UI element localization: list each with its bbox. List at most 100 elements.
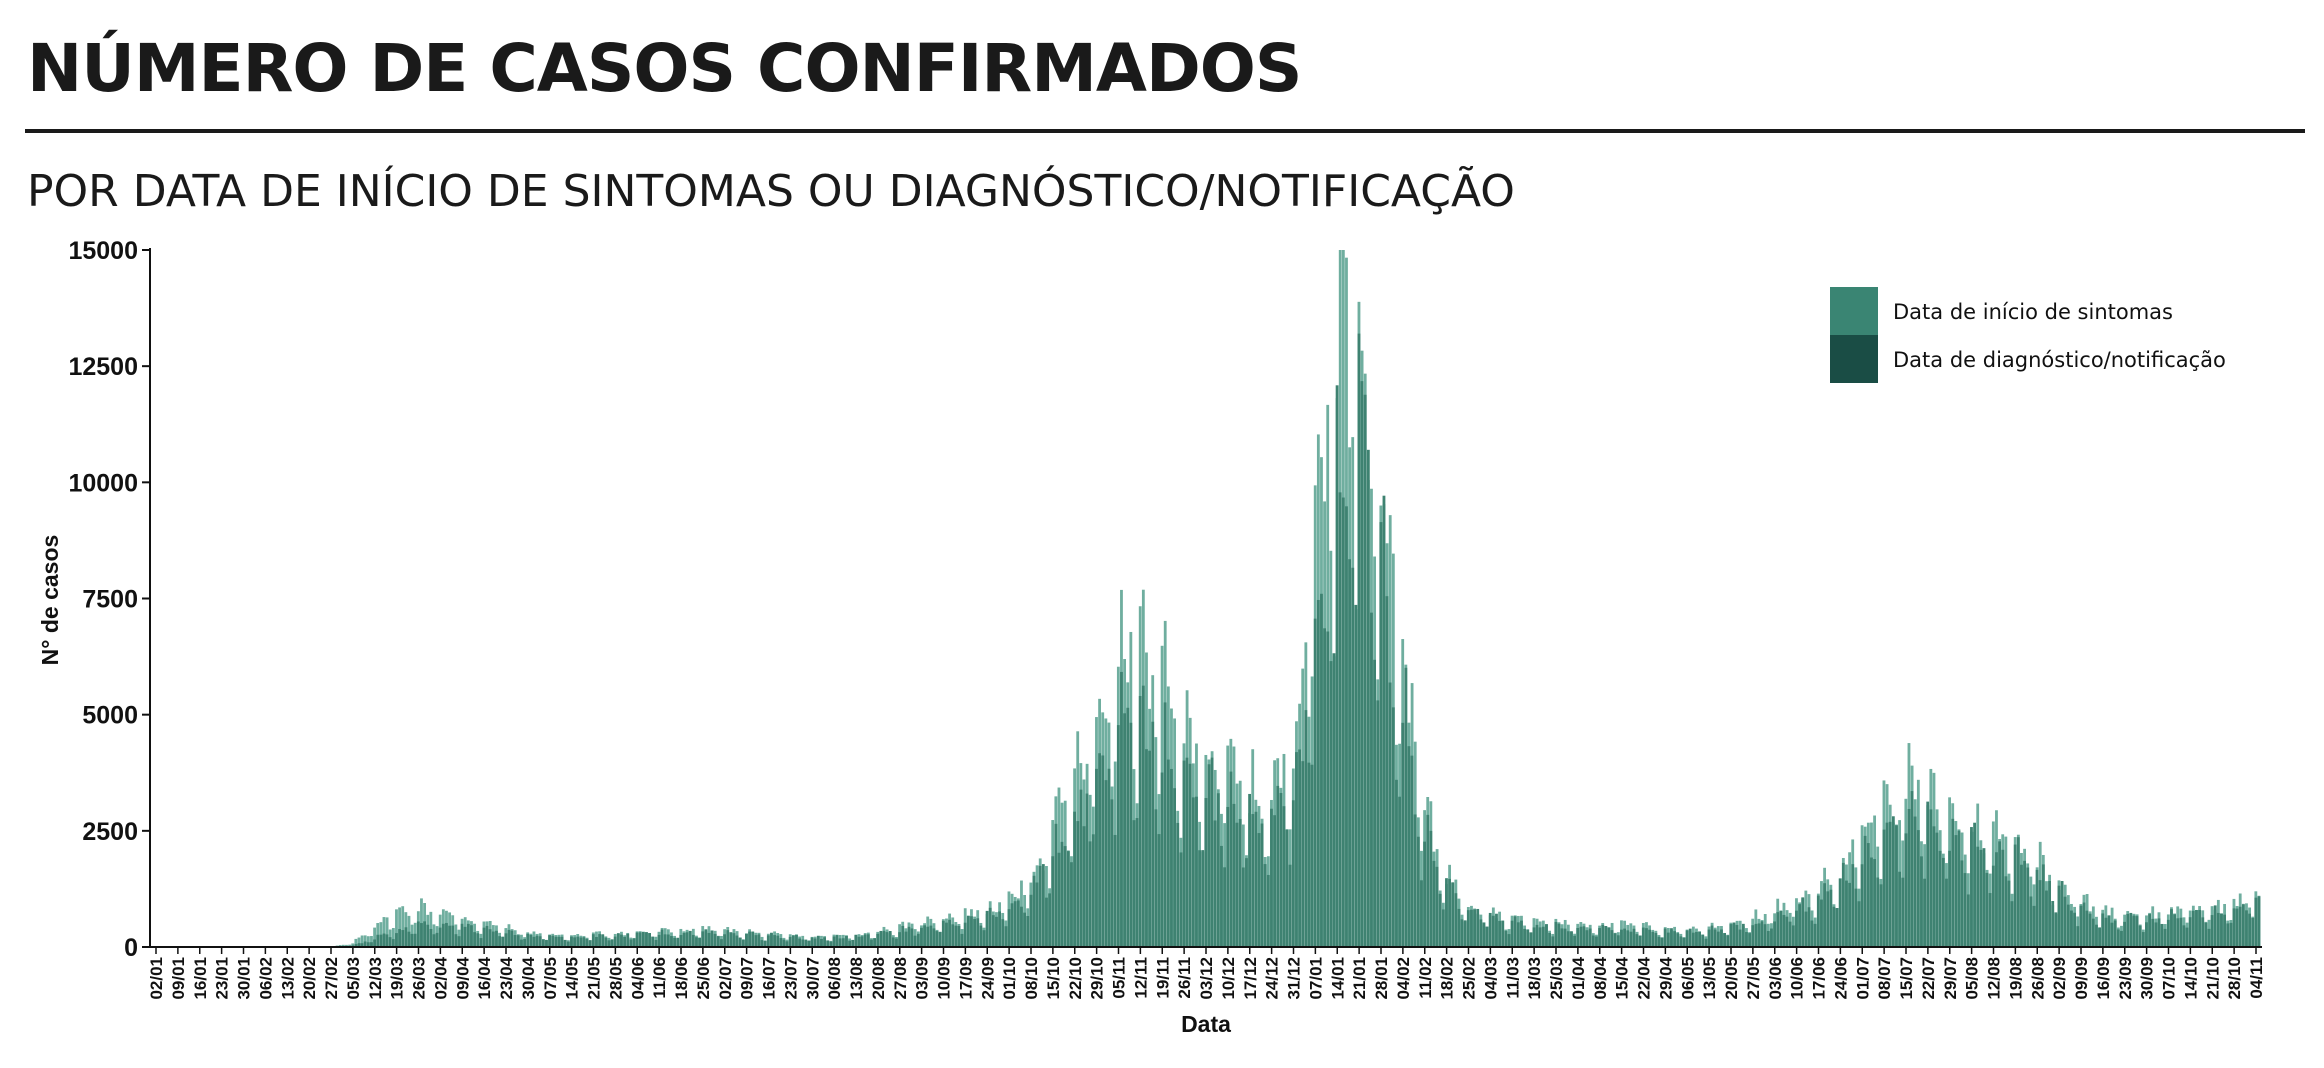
bar-notification	[1973, 822, 1976, 947]
bar-notification	[1332, 653, 1336, 947]
bar-notification	[2229, 922, 2233, 947]
x-tick-label: 09/07	[738, 957, 757, 1000]
bar-notification	[1076, 821, 1080, 947]
bar-notification	[2104, 917, 2108, 947]
x-tick-label: 12/11	[1131, 957, 1150, 999]
bar-notification	[2073, 912, 2076, 947]
bar-notification	[638, 932, 642, 947]
title-divider	[25, 129, 2305, 133]
bar-notification	[745, 933, 748, 947]
bar-notification	[1898, 871, 1901, 947]
bar-notification	[1813, 923, 1817, 947]
bar-notification	[1735, 924, 1739, 947]
bar-notification	[1479, 919, 1483, 947]
bar-notification	[1588, 928, 1592, 947]
bar-notification	[1604, 926, 1608, 947]
bar-notification	[935, 931, 939, 947]
x-tick-label: 20/05	[1722, 957, 1741, 1000]
bar-notification	[2070, 910, 2073, 947]
bar-notification	[1923, 878, 1926, 947]
bar-notification	[1273, 815, 1276, 947]
bar-notification	[688, 930, 692, 947]
bar-notification	[541, 939, 545, 947]
bar-notification	[1720, 929, 1723, 947]
bar-notification	[1685, 930, 1689, 947]
bar-notification	[2204, 922, 2208, 947]
bar-notification	[1770, 928, 1773, 947]
bar-notification	[629, 939, 633, 947]
bar-notification	[1932, 826, 1936, 947]
bar-notification	[1354, 604, 1358, 947]
bar-notification	[2082, 902, 2086, 947]
bar-notification	[979, 925, 983, 947]
bar-notification	[1188, 763, 1192, 947]
bar-notification	[2238, 906, 2242, 947]
bar-notification	[1238, 818, 1242, 947]
bar-notification	[926, 926, 930, 947]
legend-label: Data de diagnóstico/notificação	[1893, 348, 2226, 372]
bar-notification	[732, 933, 736, 947]
bar-notification	[1660, 937, 1664, 947]
bar-notification	[1907, 808, 1911, 947]
bar-notification	[1929, 809, 1933, 947]
bar-notification	[1998, 841, 2001, 947]
x-tick-label: 06/08	[825, 957, 844, 1000]
bar-notification	[1738, 929, 1742, 947]
bar-notification	[1716, 931, 1720, 947]
bar-notification	[595, 936, 598, 947]
bar-notification	[832, 936, 836, 947]
bar-notification	[1282, 806, 1286, 947]
bar-notification	[1501, 920, 1505, 947]
x-tick-label: 26/08	[2028, 957, 2047, 1000]
bar-notification	[1313, 618, 1317, 947]
x-tick-label: 09/01	[169, 957, 188, 1000]
bar-notification	[1373, 659, 1376, 947]
bar-notification	[382, 933, 386, 947]
bar-symptom-onset	[391, 928, 395, 947]
bar-notification	[1323, 628, 1326, 947]
bar-notification	[579, 937, 583, 947]
x-tick-label: 10/12	[1219, 957, 1238, 1000]
bar-notification	[1707, 929, 1711, 947]
bar-notification	[1832, 906, 1836, 947]
bar-notification	[1048, 893, 1051, 947]
bar-notification	[2098, 927, 2101, 947]
bar-notification	[1191, 797, 1195, 947]
x-tick-label: 07/05	[541, 957, 560, 1000]
bar-notification	[920, 927, 923, 947]
bar-notification	[1138, 696, 1142, 947]
bar-notification	[1016, 900, 1020, 947]
bar-notification	[660, 929, 664, 947]
bar-notification	[2201, 917, 2205, 947]
bar-notification	[1941, 857, 1945, 947]
bar-notification	[1013, 901, 1017, 947]
bar-notification	[763, 940, 767, 947]
bar-notification	[2091, 918, 2095, 947]
bar-notification	[829, 941, 833, 947]
bar-notification	[513, 935, 517, 947]
bar-notification	[754, 935, 758, 947]
bar-notification	[841, 938, 845, 947]
x-tick-label: 28/01	[1372, 957, 1391, 1000]
bar-notification	[1920, 856, 1923, 947]
bar-notification	[729, 932, 733, 947]
bar-notification	[1163, 702, 1167, 947]
bar-notification	[2251, 917, 2255, 947]
bar-notification	[591, 934, 595, 947]
bar-notification	[835, 935, 839, 947]
bar-notification	[1388, 682, 1392, 947]
bar-notification	[970, 916, 973, 947]
bar-notification	[1779, 910, 1783, 947]
bar-notification	[1051, 856, 1055, 947]
bar-notification	[1276, 785, 1280, 947]
bar-notification	[807, 940, 811, 947]
bar-notification	[963, 922, 967, 947]
bar-notification	[2013, 844, 2017, 947]
bar-notification	[613, 936, 617, 947]
bar-notification	[2054, 912, 2058, 947]
bar-notification	[1945, 878, 1948, 947]
bar-notification	[1810, 920, 1814, 947]
bar-notification	[2041, 864, 2045, 947]
bar-notification	[1729, 924, 1733, 947]
bar-notification	[2029, 896, 2033, 947]
